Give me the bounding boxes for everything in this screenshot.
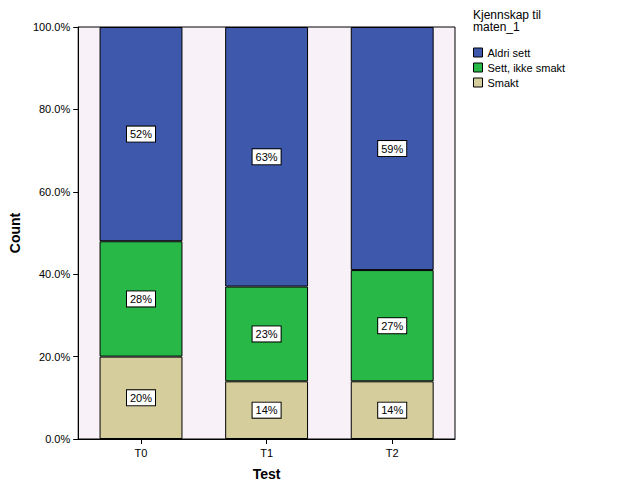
svg-text:Aldri sett: Aldri sett — [488, 47, 531, 59]
svg-text:Kjennskap til: Kjennskap til — [473, 8, 545, 22]
svg-text:Test: Test — [253, 466, 281, 482]
svg-text:28%: 28% — [130, 293, 152, 305]
svg-text:63%: 63% — [256, 151, 278, 163]
svg-text:T2: T2 — [386, 447, 399, 459]
svg-text:0.0%: 0.0% — [45, 433, 70, 445]
svg-text:23%: 23% — [256, 328, 278, 340]
svg-text:27%: 27% — [381, 320, 403, 332]
svg-text:Sett, ikke smakt: Sett, ikke smakt — [488, 62, 566, 74]
svg-text:20%: 20% — [130, 392, 152, 404]
svg-text:20.0%: 20.0% — [39, 351, 70, 363]
svg-text:52%: 52% — [130, 128, 152, 140]
svg-text:14%: 14% — [381, 404, 403, 416]
svg-text:14%: 14% — [256, 404, 278, 416]
svg-text:T1: T1 — [260, 447, 273, 459]
svg-text:100.0%: 100.0% — [33, 21, 71, 33]
svg-text:T0: T0 — [135, 447, 148, 459]
svg-text:59%: 59% — [381, 143, 403, 155]
svg-text:maten_1: maten_1 — [473, 20, 520, 34]
svg-text:80.0%: 80.0% — [39, 103, 70, 115]
svg-text:Smakt: Smakt — [488, 77, 519, 89]
svg-text:Count: Count — [7, 212, 23, 253]
svg-text:40.0%: 40.0% — [39, 268, 70, 280]
svg-text:60.0%: 60.0% — [39, 186, 70, 198]
